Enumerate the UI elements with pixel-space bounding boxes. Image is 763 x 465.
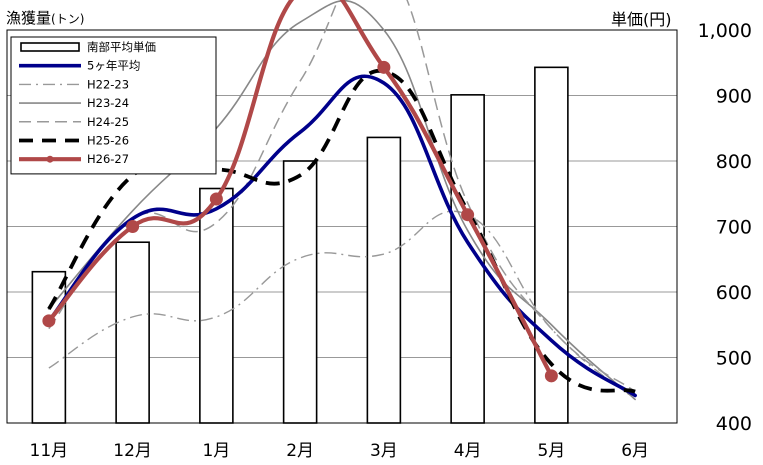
x-tick-label: 5月 xyxy=(537,441,565,461)
series-line xyxy=(48,0,636,401)
series-marker xyxy=(42,314,56,328)
price-bar xyxy=(282,160,318,424)
series-line xyxy=(47,74,637,398)
legend-label: 南部平均単価 xyxy=(87,40,156,54)
y2-tick-label: 600 xyxy=(716,282,752,304)
right-axis-label: 単価(円) xyxy=(611,10,672,29)
series-marker xyxy=(377,60,391,74)
plot-frame xyxy=(6,29,678,424)
y2-tick-label: 400 xyxy=(716,413,752,435)
series-marker xyxy=(461,208,475,222)
legend-label: 5ヶ年平均 xyxy=(87,59,140,73)
price-bar xyxy=(115,241,150,424)
series-marker xyxy=(209,192,223,206)
y2-tick-label: 900 xyxy=(716,86,752,108)
series-line xyxy=(48,0,636,393)
legend-label: H24-25 xyxy=(87,115,129,129)
y2-tick-label: 500 xyxy=(716,348,752,370)
left-axis-label-unit: (トン) xyxy=(51,12,85,26)
left-axis-label: 漁獲量(トン) xyxy=(6,7,84,28)
legend-label: H25-26 xyxy=(87,134,129,148)
legend-swatch xyxy=(20,42,80,52)
left-axis-label-main: 漁獲量 xyxy=(6,9,52,27)
legend-marker xyxy=(46,155,54,163)
legend-label: H23-24 xyxy=(87,96,129,110)
x-tick-label: 1月 xyxy=(202,441,230,461)
x-tick-label: 6月 xyxy=(621,441,649,461)
x-tick-label: 12月 xyxy=(113,441,152,461)
x-tick-label: 3月 xyxy=(370,441,398,461)
x-tick-label: 11月 xyxy=(30,441,69,461)
y2-tick-label: 800 xyxy=(716,151,752,173)
series-marker xyxy=(544,369,558,383)
y2-tick-label: 1,000 xyxy=(698,20,752,42)
legend-label: H22-23 xyxy=(87,77,129,91)
price-bar xyxy=(199,187,234,424)
legend-label: H26-27 xyxy=(87,152,129,166)
price-bar xyxy=(366,136,402,424)
y2-tick-label: 700 xyxy=(716,217,752,239)
legend-box xyxy=(10,36,217,175)
x-tick-label: 2月 xyxy=(286,441,314,461)
x-tick-label: 4月 xyxy=(454,441,482,461)
series-marker xyxy=(126,220,140,233)
